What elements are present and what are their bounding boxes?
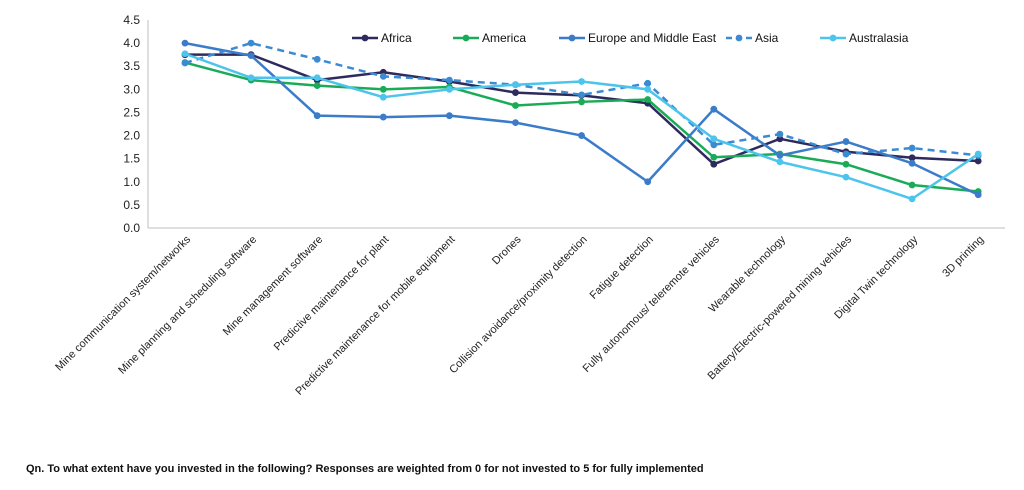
legend-label: America — [482, 31, 526, 45]
footnote: Qn. To what extent have you invested in … — [26, 463, 704, 475]
data-point — [776, 130, 784, 138]
data-point — [644, 85, 652, 93]
data-point — [908, 159, 916, 167]
y-tick-label: 1.5 — [123, 152, 140, 166]
data-point — [446, 76, 453, 84]
data-point — [908, 181, 916, 189]
data-point — [644, 79, 652, 87]
data-point — [247, 74, 255, 82]
legend-label: Asia — [755, 31, 779, 45]
x-tick-label: Mine planning and scheduling software — [116, 234, 259, 377]
y-tick-label: 2.5 — [123, 105, 140, 119]
y-tick-label: 0.0 — [123, 221, 140, 235]
legend-marker — [568, 34, 576, 42]
x-tick-label: Predictive maintenance for mobile equipm… — [293, 234, 457, 398]
data-point — [842, 173, 850, 181]
data-point — [842, 160, 850, 168]
data-point — [512, 119, 519, 127]
data-point — [974, 157, 982, 165]
data-point — [446, 112, 453, 120]
x-tick-label: Mine communication system/networks — [53, 233, 193, 373]
data-point — [908, 144, 916, 152]
y-tick-label: 0.5 — [123, 198, 140, 212]
data-point — [842, 150, 850, 158]
data-point — [578, 91, 585, 99]
data-point — [710, 141, 718, 149]
data-point — [710, 160, 718, 168]
legend: Africa America Europe and Middle East Asia A… — [352, 31, 909, 45]
data-point — [181, 50, 189, 58]
series-line — [185, 53, 979, 166]
data-point — [247, 52, 255, 59]
data-point — [578, 78, 585, 85]
y-tick-label: 3.0 — [123, 82, 140, 96]
legend-marker — [735, 34, 743, 42]
y-tick-label: 1.0 — [123, 175, 140, 189]
data-point — [181, 39, 189, 47]
legend-marker — [462, 34, 470, 42]
y-tick-labels: 0.0 0.5 1.0 1.5 2.0 2.5 3.0 3.5 4.0 4.5 — [123, 13, 140, 235]
series-group — [181, 39, 982, 203]
legend-label: Europe and Middle East — [588, 31, 717, 45]
legend-label: Australasia — [849, 31, 909, 45]
data-point — [379, 85, 387, 93]
data-point — [710, 153, 718, 161]
x-tick-label: Predictive maintenance for plant — [272, 234, 392, 354]
data-point — [776, 152, 784, 159]
x-tick-label: Battery/Electric-powered mining vehicles — [706, 233, 855, 382]
data-point — [710, 105, 718, 113]
data-point — [446, 85, 453, 93]
data-point — [776, 158, 784, 166]
data-point — [578, 98, 585, 106]
data-point — [644, 178, 652, 186]
data-point — [313, 112, 321, 120]
legend-label: Africa — [381, 31, 412, 45]
data-point — [247, 39, 255, 47]
data-point — [908, 195, 916, 203]
data-point — [313, 55, 321, 63]
data-point — [842, 138, 850, 145]
data-point — [313, 74, 321, 82]
data-point — [379, 93, 387, 101]
x-tick-label: Fully autonomous/ teleremote vehicles — [581, 233, 723, 375]
data-point — [512, 89, 519, 96]
data-point — [379, 113, 387, 121]
legend-marker — [361, 34, 369, 42]
data-point — [974, 191, 982, 199]
data-point — [379, 72, 387, 80]
data-point — [644, 96, 652, 103]
data-point — [313, 82, 321, 90]
x-tick-label: 3D printing — [940, 234, 986, 280]
series-line — [184, 41, 979, 196]
data-point — [710, 135, 718, 143]
data-point — [512, 102, 519, 109]
y-tick-label: 3.5 — [123, 59, 140, 73]
legend-marker — [829, 34, 837, 42]
data-point — [181, 59, 189, 67]
data-point — [512, 81, 519, 89]
y-tick-label: 2.0 — [123, 129, 140, 143]
x-tick-label: Fatigue detection — [588, 234, 656, 302]
x-tick-label: Collision avoidance/proximity detection — [447, 234, 590, 377]
y-tick-label: 4.5 — [123, 13, 140, 27]
x-tick-label: Drones — [490, 233, 524, 267]
data-point — [578, 132, 585, 139]
y-tick-label: 4.0 — [123, 36, 140, 50]
data-point — [908, 154, 916, 162]
data-point — [974, 150, 982, 158]
